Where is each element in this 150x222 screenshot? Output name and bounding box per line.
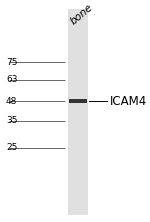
Bar <box>68 9 88 215</box>
Text: ICAM4: ICAM4 <box>110 95 147 107</box>
Bar <box>69 99 87 103</box>
Text: 35: 35 <box>6 117 18 125</box>
Text: 63: 63 <box>6 75 18 84</box>
Text: bone: bone <box>69 2 95 27</box>
Text: 75: 75 <box>6 58 18 67</box>
Text: 25: 25 <box>6 143 17 152</box>
Text: 48: 48 <box>6 97 17 105</box>
